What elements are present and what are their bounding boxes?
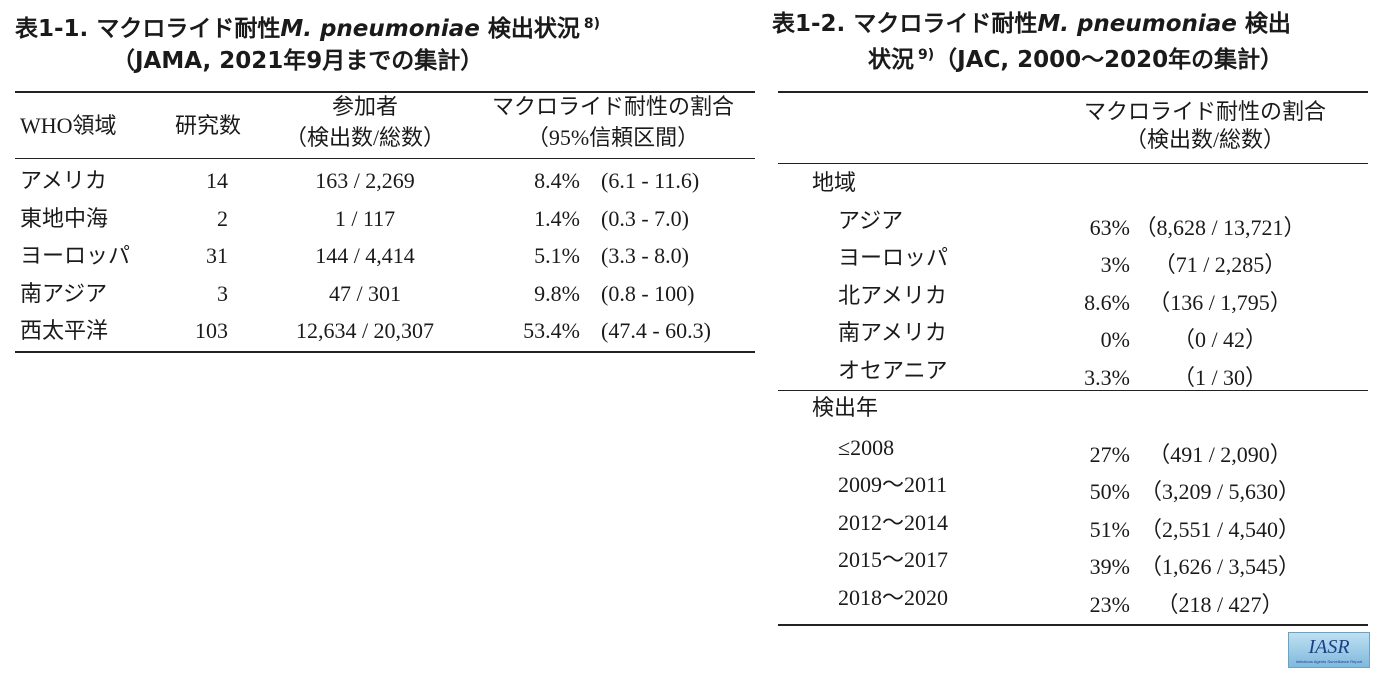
- cell: (47.4 - 60.3): [601, 318, 711, 343]
- row-label: オセアニア: [838, 357, 948, 383]
- label: 表1-1.: [15, 16, 89, 42]
- text: マクロライド耐性: [96, 16, 281, 42]
- cell: 14: [206, 168, 228, 193]
- cell: 103: [195, 318, 228, 343]
- cell: （136 / 1,795）: [1148, 289, 1292, 315]
- rule: [15, 158, 755, 159]
- rule: [778, 624, 1368, 626]
- table1-title: 表1-1. マクロライド耐性M. pneumoniae 検出状況 8): [15, 17, 600, 41]
- cell: 8.4%: [534, 168, 580, 193]
- rule: [778, 163, 1368, 164]
- cell: 3%: [1100, 252, 1130, 277]
- table2-title: 表1-2. マクロライド耐性M. pneumoniae 検出: [772, 13, 1291, 36]
- species: M. pneumoniae: [1037, 11, 1237, 37]
- cell: （218 / 427）: [1156, 591, 1284, 617]
- row-label: 2012～2014: [838, 509, 949, 535]
- column-header: 参加者: [331, 94, 399, 119]
- column-header: （検出数/総数）: [284, 125, 446, 150]
- column-header: マクロライド耐性の割合: [1083, 99, 1327, 124]
- rule: [778, 390, 1368, 391]
- column-header: WHO領域: [20, 113, 117, 138]
- cell: 西太平洋: [20, 318, 109, 343]
- column-header: （検出数/総数）: [1124, 127, 1286, 152]
- table2-title-line2: 状況 9)（JAC, 2000～2020年の集計）: [868, 48, 1283, 72]
- cell: 3.3%: [1084, 364, 1130, 390]
- cell: 0%: [1100, 327, 1130, 352]
- cell: （1,626 / 3,545）: [1139, 554, 1301, 579]
- text: 検出状況: [487, 16, 580, 42]
- rule: [778, 91, 1368, 93]
- row-label: 北アメリカ: [838, 282, 947, 308]
- row-label: アジア: [838, 207, 904, 233]
- cell: アメリカ: [20, 168, 107, 193]
- row-label: 2015～2017: [838, 547, 949, 572]
- cell: 9.8%: [534, 280, 580, 306]
- table1-source: （JAMA, 2021年9月までの集計）: [112, 48, 484, 74]
- cell: 53.4%: [523, 318, 580, 343]
- group-name: 地域: [812, 170, 857, 195]
- logo-subtitle: Infectious Agents Surveillance Report: [1295, 659, 1363, 664]
- cell: 50%: [1089, 479, 1130, 504]
- cell: 39%: [1089, 554, 1130, 579]
- ref: 8): [583, 16, 601, 32]
- cell: 2: [217, 205, 228, 231]
- cell: 3: [217, 280, 228, 306]
- logo: IASR Infectious Agents Surveillance Repor…: [1288, 632, 1370, 668]
- text: 検出: [1244, 11, 1291, 37]
- cell: 63%: [1089, 214, 1130, 240]
- cell: 12,634 / 20,307: [295, 318, 435, 343]
- cell: 31: [206, 243, 228, 268]
- rule: [15, 91, 755, 93]
- cell: 南アジア: [20, 280, 108, 306]
- cell: 1.4%: [534, 205, 580, 231]
- cell: （2,551 / 4,540）: [1139, 516, 1301, 542]
- cell: 東地中海: [20, 205, 109, 231]
- cell: （8,628 / 13,721）: [1134, 214, 1306, 240]
- cell: 27%: [1089, 441, 1130, 467]
- cell: （71 / 2,285）: [1153, 252, 1287, 277]
- row-label: 南アメリカ: [838, 320, 947, 345]
- cell: 5.1%: [534, 243, 580, 268]
- row-label: 2009～2011: [838, 472, 948, 497]
- text: 状況: [868, 47, 914, 73]
- label: 表1-2.: [772, 11, 846, 37]
- row-label: 2018～2020: [838, 584, 949, 610]
- column-header: 研究数: [174, 113, 242, 138]
- cell: （0 / 42）: [1172, 327, 1268, 352]
- group-name: 検出年: [812, 395, 879, 420]
- rule: [15, 351, 755, 353]
- row-label: ヨーロッパ: [838, 245, 949, 270]
- cell: (6.1 - 11.6): [601, 168, 700, 193]
- cell: 144 / 4,414: [315, 243, 415, 268]
- cell: 8.6%: [1084, 289, 1130, 315]
- species: M. pneumoniae: [280, 16, 480, 42]
- cell: (0.8 - 100): [601, 280, 695, 306]
- cell: 23%: [1089, 591, 1130, 617]
- column-header: マクロライド耐性の割合: [491, 94, 735, 119]
- logo-name: IASR: [1308, 636, 1350, 658]
- cell: 47 / 301: [328, 280, 402, 306]
- column-header: （95%信頼区間）: [526, 125, 700, 150]
- cell: 1 / 117: [334, 205, 396, 231]
- cell: 51%: [1089, 516, 1130, 542]
- cell: (0.3 - 7.0): [601, 205, 689, 231]
- cell: （1 / 30）: [1172, 364, 1268, 390]
- row-label: ≤2008: [838, 434, 895, 460]
- source: （JAC, 2000～2020年の集計）: [934, 47, 1284, 73]
- cell: （491 / 2,090）: [1148, 441, 1292, 467]
- cell: ヨーロッパ: [20, 243, 131, 268]
- text: マクロライド耐性: [853, 11, 1038, 37]
- cell: 163 / 2,269: [315, 168, 415, 193]
- ref: 9): [918, 47, 935, 63]
- cell: (3.3 - 8.0): [601, 243, 689, 268]
- cell: （3,209 / 5,630）: [1139, 479, 1301, 504]
